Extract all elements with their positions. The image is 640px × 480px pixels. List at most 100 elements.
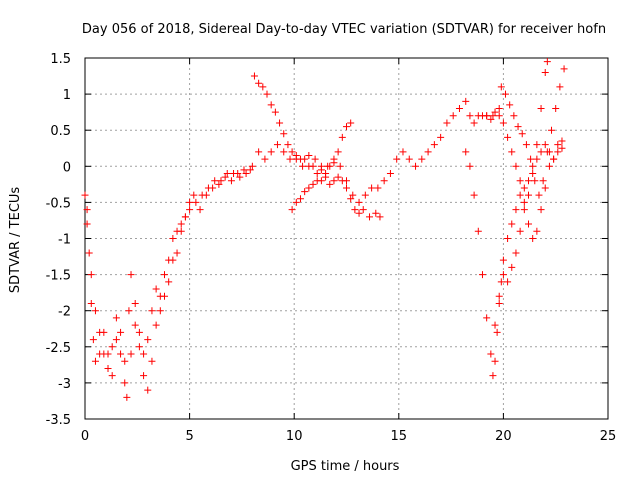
data-point — [508, 263, 516, 271]
data-points — [81, 58, 568, 401]
data-series — [462, 141, 566, 380]
data-point — [311, 155, 319, 163]
data-point — [491, 357, 499, 365]
data-point — [499, 119, 507, 127]
data-point — [489, 372, 497, 380]
data-point — [343, 123, 350, 131]
data-point — [100, 350, 108, 358]
data-point — [217, 177, 225, 185]
data-point — [487, 350, 495, 358]
data-point — [531, 177, 539, 185]
data-point — [173, 227, 181, 235]
data-point — [227, 177, 235, 185]
data-point — [165, 278, 173, 286]
x-tick-label: 15 — [391, 429, 408, 444]
y-tick-label: 0 — [63, 160, 71, 175]
data-point — [483, 314, 491, 322]
data-point — [127, 350, 135, 358]
data-point — [537, 206, 545, 214]
data-point — [504, 235, 512, 242]
data-point — [504, 278, 512, 286]
data-point — [522, 141, 530, 149]
data-point — [510, 112, 518, 120]
data-point — [87, 299, 95, 307]
data-point — [135, 343, 143, 351]
data-point — [495, 105, 503, 113]
data-point — [516, 227, 524, 235]
data-point — [261, 155, 269, 163]
x-tick-label: 20 — [495, 429, 512, 444]
tick-labels: 0 5 10 15 20 25 -3.5 -3 -2.5 -2 -1.5 -1 -0.5 0 0.5 1 1.5 — [46, 52, 617, 444]
data-point — [418, 155, 426, 163]
data-point — [466, 162, 474, 170]
data-point — [455, 105, 463, 113]
data-point — [313, 170, 321, 178]
data-point — [558, 137, 566, 145]
data-point — [543, 148, 551, 156]
data-point — [317, 177, 325, 185]
data-point — [558, 144, 566, 152]
data-point — [497, 278, 505, 286]
data-point — [535, 191, 543, 199]
data-point — [491, 108, 499, 116]
data-point — [280, 130, 288, 138]
data-point — [343, 184, 350, 192]
data-point — [493, 328, 501, 336]
data-point — [478, 271, 486, 279]
data-point — [305, 151, 313, 159]
data-point — [520, 198, 528, 206]
data-point — [491, 321, 499, 329]
data-series — [81, 97, 503, 401]
data-point — [160, 271, 168, 279]
data-point — [127, 271, 135, 279]
y-tick-label: 1 — [63, 88, 71, 103]
data-point — [495, 112, 503, 120]
data-point — [108, 343, 116, 351]
data-point — [326, 162, 334, 170]
data-point — [412, 162, 420, 170]
data-point — [529, 162, 537, 170]
data-point — [548, 126, 556, 134]
data-point — [255, 148, 263, 156]
data-point — [152, 321, 160, 329]
y-tick-label: -2.5 — [46, 341, 71, 356]
data-point — [148, 307, 156, 315]
data-point — [512, 249, 520, 257]
data-point — [91, 307, 99, 315]
data-point — [533, 141, 541, 149]
x-axis-label: GPS time / hours — [291, 459, 400, 474]
data-point — [366, 213, 374, 221]
data-point — [537, 105, 545, 113]
data-point — [271, 108, 279, 116]
data-point — [104, 364, 112, 372]
data-point — [112, 314, 120, 322]
data-point — [516, 177, 524, 185]
data-point — [242, 170, 250, 178]
data-point — [520, 184, 528, 192]
data-point — [554, 148, 562, 156]
data-point — [148, 357, 156, 365]
data-series — [491, 58, 551, 329]
data-point — [211, 177, 219, 185]
data-point — [338, 133, 346, 141]
data-point — [286, 155, 294, 163]
y-tick-label: -2 — [58, 305, 71, 320]
data-point — [359, 206, 367, 214]
data-series — [83, 166, 254, 372]
data-point — [89, 336, 97, 344]
data-point — [156, 292, 164, 300]
ticks — [84, 57, 609, 420]
data-point — [156, 307, 164, 315]
data-point — [288, 148, 296, 156]
data-point — [91, 357, 99, 365]
data-point — [368, 184, 376, 192]
data-point — [299, 162, 307, 170]
data-point — [537, 148, 545, 156]
data-point — [533, 155, 541, 163]
data-point — [121, 357, 129, 365]
data-point — [177, 220, 185, 228]
y-axis-label: SDTVAR / TECUs — [8, 187, 23, 294]
data-point — [399, 148, 407, 156]
data-point — [506, 101, 514, 109]
